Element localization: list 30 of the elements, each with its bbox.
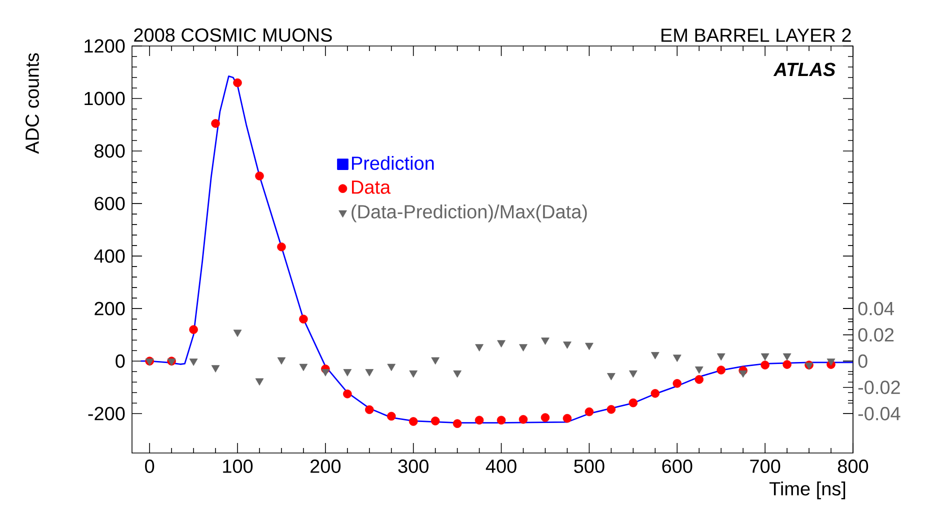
x-tick-label: 600 bbox=[662, 460, 692, 473]
chart-subtitle: EM BARREL LAYER 2 bbox=[662, 28, 851, 42]
y-axis-title: ADC counts bbox=[26, 53, 39, 154]
y-tick-label: 0 bbox=[116, 354, 125, 368]
y-tick-label: 1200 bbox=[84, 39, 125, 53]
x-tick-label: 400 bbox=[486, 460, 516, 473]
x-tick-label: 500 bbox=[574, 460, 604, 473]
annotation: ATLAS bbox=[773, 62, 836, 76]
y2-tick-label: 0.02 bbox=[858, 328, 894, 342]
legend-label: Prediction bbox=[352, 156, 434, 170]
x-tick-label: 300 bbox=[398, 460, 428, 473]
y2-tick-label: 0 bbox=[858, 354, 868, 368]
legend-label: Data bbox=[352, 180, 391, 194]
chart-title: 2008 COSMIC MUONS bbox=[134, 28, 332, 42]
y2-tick-label: -0.04 bbox=[858, 406, 900, 420]
legend-label: (Data-Prediction)/Max(Data) bbox=[352, 204, 587, 222]
x-tick-label: 700 bbox=[750, 460, 780, 473]
y-tick-label: 800 bbox=[94, 144, 125, 158]
x-axis-title: Time [ns] bbox=[769, 482, 846, 500]
x-tick-label: 800 bbox=[838, 460, 868, 473]
y-tick-label: 200 bbox=[94, 302, 125, 316]
y-tick-label: -200 bbox=[88, 406, 125, 420]
x-tick-label: 0 bbox=[145, 460, 154, 473]
y2-tick-label: 0.04 bbox=[858, 302, 894, 316]
y-tick-label: 600 bbox=[94, 196, 125, 210]
x-tick-label: 200 bbox=[310, 460, 341, 473]
x-tick-label: 100 bbox=[223, 460, 253, 473]
y-tick-label: 1000 bbox=[84, 92, 125, 106]
y2-tick-label: -0.02 bbox=[858, 380, 900, 394]
y-tick-label: 400 bbox=[94, 249, 125, 263]
